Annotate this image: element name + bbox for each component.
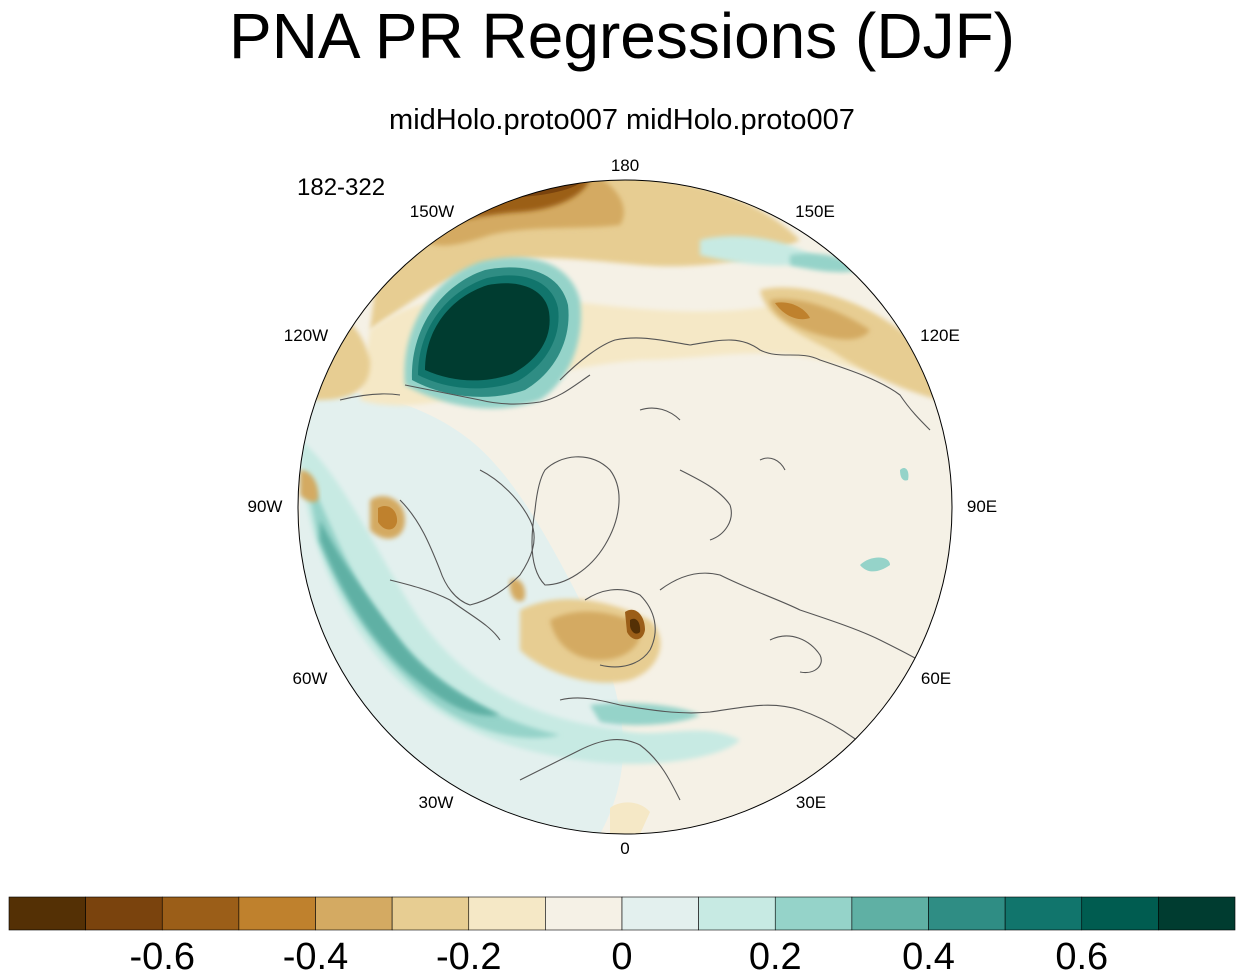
colorbar-swatch [238, 896, 316, 931]
lon-label-0: 0 [620, 839, 629, 858]
colorbar-swatch [698, 896, 776, 931]
colorbar-swatch [1081, 896, 1159, 931]
colorbar-tick-label: 0.2 [749, 936, 802, 977]
lon-label-60e: 60E [921, 669, 951, 688]
colorbar-swatch [8, 896, 86, 931]
colorbar-swatch [774, 896, 853, 931]
colorbar-swatch [391, 896, 470, 931]
lon-label-30e: 30E [796, 793, 826, 812]
colorbar-tick-label: -0.4 [283, 936, 348, 977]
lon-label-120w: 120W [284, 326, 328, 345]
colorbar-tick-label: -0.2 [436, 936, 501, 977]
colorbar-tick-label: 0.6 [1055, 936, 1108, 977]
lon-label-180: 180 [611, 156, 639, 175]
colorbar-swatch [315, 896, 393, 931]
longitude-labels: 180 150E 120E 90E 60E 30E 0 30W 60W 90W … [248, 156, 998, 858]
colorbar-swatch [545, 896, 623, 931]
colorbar-swatch [85, 896, 163, 931]
colorbar-tick-label: 0 [611, 936, 632, 977]
lon-label-30w: 30W [419, 793, 454, 812]
lon-label-150w: 150W [410, 202, 454, 221]
lon-label-90w: 90W [248, 497, 283, 516]
colorbar-swatch [851, 896, 929, 931]
coastlines [339, 337, 936, 801]
figure-subtitle: midHolo.proto007 midHolo.proto007 [389, 104, 855, 136]
colorbar-swatch [468, 896, 546, 931]
lon-label-60w: 60W [293, 669, 328, 688]
lon-label-120e: 120E [920, 326, 960, 345]
colorbar-tick-label: 0.4 [902, 936, 955, 977]
colorbar-swatch [621, 896, 699, 931]
colorbar-tick-label: -0.6 [130, 936, 195, 977]
figure-title: PNA PR Regressions (DJF) [229, 0, 1015, 72]
lon-label-90e: 90E [967, 497, 997, 516]
colorbar-swatch [928, 896, 1006, 931]
colorbar-swatch [161, 896, 240, 931]
lon-label-150e: 150E [795, 202, 835, 221]
period-label: 182-322 [297, 174, 386, 201]
colorbar-swatch [1158, 896, 1236, 931]
colorbar: -0.6 -0.4 -0.2 0 0.2 0.4 0.6 [8, 896, 1236, 977]
colorbar-swatch [1004, 896, 1083, 931]
map-border [297, 179, 953, 835]
